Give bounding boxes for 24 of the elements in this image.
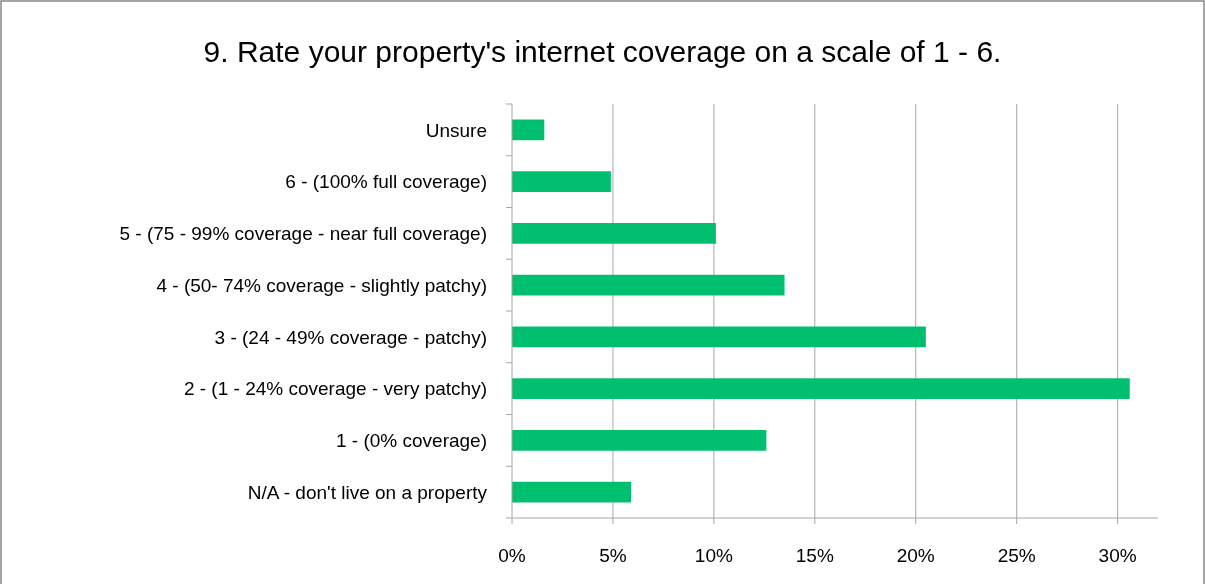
bar: [512, 326, 926, 348]
bar: [512, 171, 611, 192]
y-tick-label: Unsure: [425, 119, 487, 141]
x-tick-label: 15%: [795, 545, 834, 566]
y-tick-label: 2 - (1 - 24% coverage - very patchy): [183, 378, 487, 400]
x-tick-label: 30%: [1098, 545, 1137, 566]
x-tick-label: 25%: [997, 545, 1036, 566]
y-tick-label: N/A - don't live on a property: [247, 481, 488, 503]
y-tick-label: 4 - (50- 74% coverage - slightly patchy): [156, 274, 487, 296]
y-tick-label: 1 - (0% coverage): [335, 430, 487, 452]
bar: [512, 481, 632, 503]
bar: [512, 274, 785, 296]
bar: [512, 378, 1130, 399]
bar: [512, 223, 716, 244]
y-tick-label: 6 - (100% full coverage): [285, 171, 487, 193]
x-tick-label: 20%: [896, 545, 935, 566]
bar: [512, 119, 545, 141]
x-tick-label: 10%: [694, 545, 733, 566]
x-tick-label: 0%: [498, 545, 526, 566]
y-tick-label: 5 - (75 - 99% coverage - near full coverage): [119, 223, 487, 245]
bar: [512, 430, 767, 451]
y-tick-label: 3 - (24 - 49% coverage - patchy): [214, 326, 487, 348]
chart-title: 9. Rate your property's internet coverage on a scale of 1 - 6.: [203, 35, 1002, 68]
x-tick-label: 5%: [599, 545, 627, 566]
